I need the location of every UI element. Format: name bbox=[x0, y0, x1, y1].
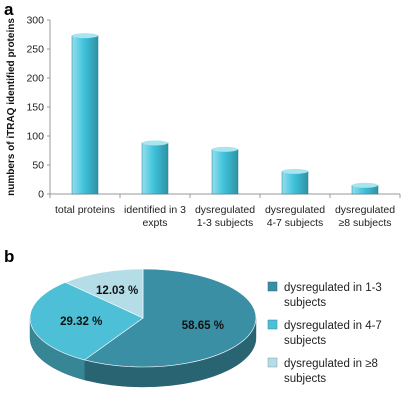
bar bbox=[141, 142, 169, 195]
bars bbox=[71, 33, 379, 195]
pie-chart: 58.65 % 29.32 % 12.03 % bbox=[29, 268, 257, 388]
panel-label-b: b bbox=[4, 247, 14, 266]
x-category-label: dysregulated bbox=[195, 204, 255, 216]
bar-top bbox=[72, 33, 98, 39]
pie-slice-label: 29.32 % bbox=[60, 316, 102, 328]
bar bbox=[71, 35, 99, 195]
x-category-label: 4-7 subjects bbox=[267, 217, 324, 229]
y-tick-label: 250 bbox=[26, 44, 44, 56]
bar-top bbox=[282, 168, 308, 174]
legend: dysregulated in 1-3 subjects dysregulated … bbox=[267, 281, 382, 385]
x-category-label: expts bbox=[142, 217, 167, 229]
pie-slice bbox=[83, 268, 257, 368]
legend-label: dysregulated in ≥8 bbox=[284, 358, 378, 370]
legend-label: subjects bbox=[284, 335, 326, 347]
x-category-label: ≥8 subjects bbox=[338, 217, 391, 229]
pie-labels: 58.65 % 29.32 % 12.03 % bbox=[60, 285, 224, 332]
bar-top bbox=[212, 146, 238, 152]
x-category-label: identified in 3 bbox=[124, 204, 186, 216]
panel-label-a: a bbox=[4, 0, 14, 19]
pie-slice bbox=[64, 268, 144, 319]
legend-swatch bbox=[267, 357, 278, 368]
pie-slice-label: 12.03 % bbox=[96, 285, 138, 297]
y-tick-label: 300 bbox=[26, 15, 44, 27]
legend-swatch bbox=[267, 319, 278, 330]
legend-label: dysregulated in 4-7 bbox=[284, 320, 382, 332]
y-tick-label: 0 bbox=[38, 189, 44, 201]
pie-body bbox=[29, 268, 257, 388]
x-category-label: 1-3 subjects bbox=[197, 217, 254, 229]
y-tick-label: 100 bbox=[26, 131, 44, 143]
legend-label: dysregulated in 1-3 bbox=[284, 282, 382, 294]
pie-slice-label: 58.65 % bbox=[182, 320, 224, 332]
x-category-label: dysregulated bbox=[335, 204, 395, 216]
bar-chart: numbers of iTRAQ identified proteins 0 50… bbox=[6, 15, 401, 229]
bar bbox=[211, 149, 239, 195]
x-category-label: dysregulated bbox=[265, 204, 325, 216]
x-category-label: total proteins bbox=[55, 204, 115, 216]
bar-top bbox=[352, 182, 378, 188]
legend-label: subjects bbox=[284, 297, 326, 309]
pie-slice bbox=[29, 282, 144, 361]
y-axis-label: numbers of iTRAQ identified proteins bbox=[6, 18, 17, 196]
legend-swatch bbox=[267, 281, 278, 292]
y-tick-label: 150 bbox=[26, 102, 44, 114]
y-tick-label: 50 bbox=[32, 160, 44, 172]
bar-top bbox=[142, 140, 168, 146]
legend-label: subjects bbox=[284, 373, 326, 385]
bar bbox=[281, 171, 309, 195]
y-tick-label: 200 bbox=[26, 73, 44, 85]
